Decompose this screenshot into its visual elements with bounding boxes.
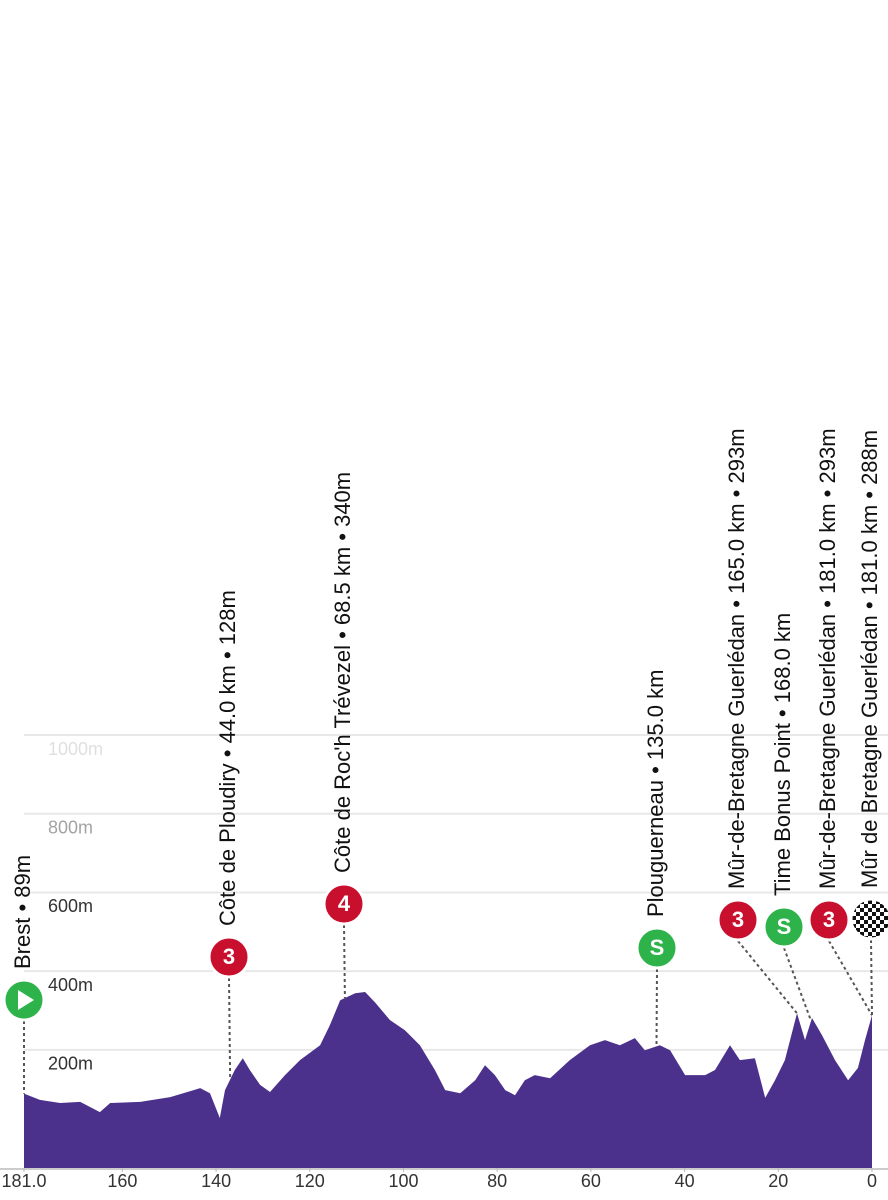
- waypoint: S Plouguerneau • 135.0 km: [635, 670, 679, 1047]
- waypoint: 3 Mûr-de-Bretagne Guerlédan • 181.0 km • …: [807, 428, 873, 1016]
- waypoint-label: Plouguerneau • 135.0 km: [643, 670, 668, 917]
- waypoint: 4 Côte de Roc'h Trévezel • 68.5 km • 340m: [322, 472, 366, 999]
- x-tick-label: 120: [295, 1171, 325, 1191]
- kom-icon: [716, 898, 760, 942]
- badge-label: 3: [223, 944, 235, 969]
- y-tick-label: 800m: [48, 817, 93, 837]
- waypoint-label: Mûr-de-Bretagne Guerlédan • 181.0 km • 2…: [815, 428, 840, 889]
- waypoint-label: Côte de Ploudiry • 44.0 km • 128m: [215, 590, 240, 926]
- badge-label: S: [777, 914, 792, 939]
- x-tick-label: 0: [867, 1171, 877, 1191]
- x-tick-label: 181.0: [1, 1171, 46, 1191]
- waypoint: 3 Côte de Ploudiry • 44.0 km • 128m: [207, 590, 251, 1080]
- x-tick-label: 60: [581, 1171, 601, 1191]
- y-tick-label: 1000m: [48, 739, 103, 759]
- y-tick-label: 200m: [48, 1054, 93, 1074]
- leader-line: [870, 939, 873, 1016]
- badge-label: 3: [732, 907, 744, 932]
- x-tick-label: 80: [487, 1171, 507, 1191]
- elevation-area: [24, 992, 872, 1168]
- waypoint-label: Côte de Roc'h Trévezel • 68.5 km • 340m: [330, 472, 355, 873]
- badge-label: S: [650, 935, 665, 960]
- waypoint-label: Brest • 89m: [10, 855, 35, 969]
- leader-line: [655, 968, 658, 1047]
- waypoint: 3 Mûr-de-Bretagne Guerlédan • 165.0 km • …: [716, 428, 798, 1014]
- x-tick-label: 160: [107, 1171, 137, 1191]
- badge-label: 4: [338, 891, 351, 916]
- waypoint-label: Time Bonus Point • 168.0 km: [770, 613, 795, 896]
- x-tick-label: 100: [388, 1171, 418, 1191]
- leader-line: [783, 947, 813, 1022]
- x-tick-label: 140: [201, 1171, 231, 1191]
- kom-icon: [807, 898, 851, 942]
- y-tick-label: 600m: [48, 896, 93, 916]
- badge-label: 3: [823, 907, 835, 932]
- kom-icon: [207, 935, 251, 979]
- sprint-icon: [635, 926, 679, 970]
- waypoint: Mûr de Bretagne Guerlédan • 181.0 km • 2…: [849, 430, 888, 1016]
- start-arrow: [18, 990, 34, 1010]
- finish-icon: [849, 897, 888, 941]
- kom-icon: [322, 882, 366, 926]
- y-tick-label: 400m: [48, 975, 93, 995]
- x-tick-label: 20: [768, 1171, 788, 1191]
- waypoint-label: Mûr de Bretagne Guerlédan • 181.0 km • 2…: [857, 430, 882, 888]
- waypoint: Brest • 89m: [2, 855, 46, 1094]
- leader-line: [343, 924, 346, 999]
- leader-line: [737, 940, 798, 1014]
- leader-line: [228, 977, 232, 1080]
- waypoint: S Time Bonus Point • 168.0 km: [762, 613, 813, 1022]
- waypoint-label: Mûr-de-Bretagne Guerlédan • 165.0 km • 2…: [724, 428, 749, 889]
- x-tick-label: 40: [675, 1171, 695, 1191]
- sprint-icon: [762, 905, 806, 949]
- leader-line: [828, 940, 873, 1016]
